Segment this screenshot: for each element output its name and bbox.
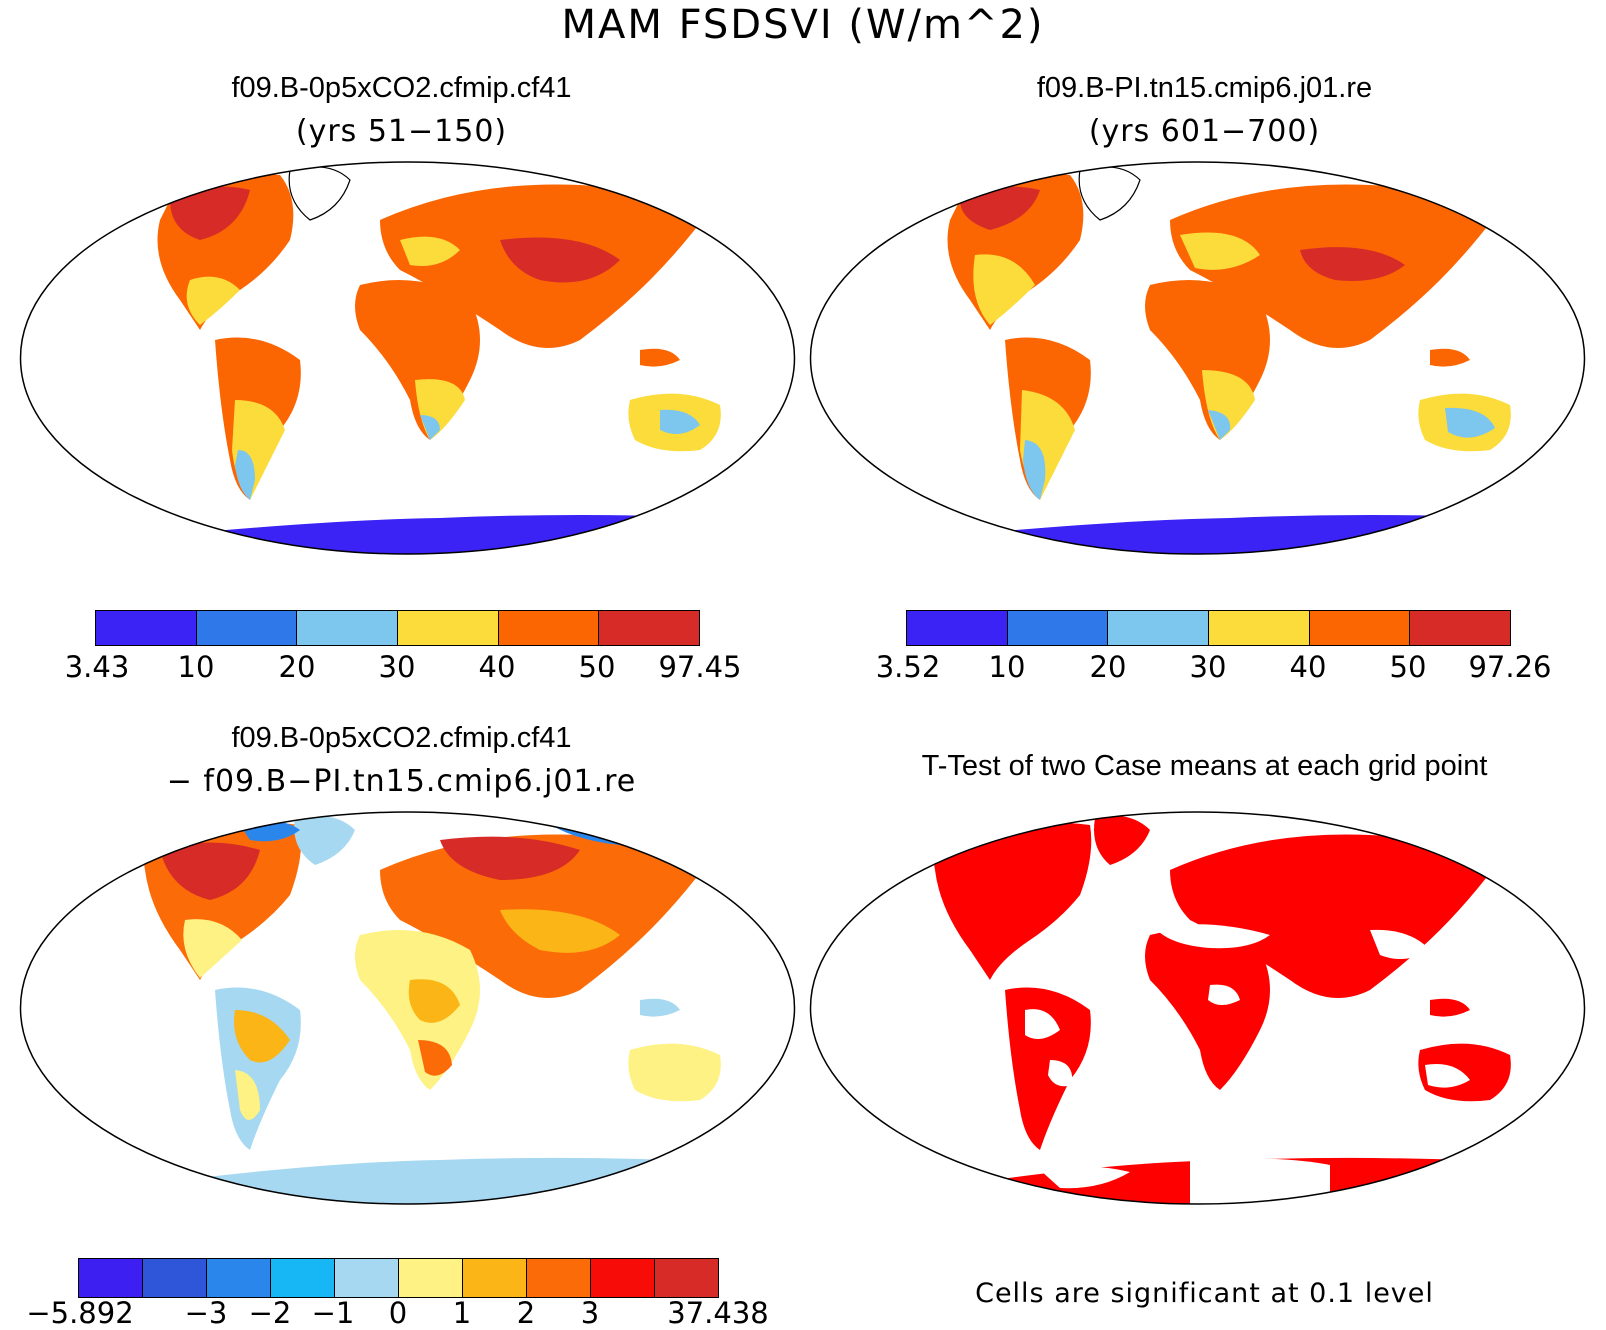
colorbar-label: 30 [378,650,416,684]
panel-subtitle-bottom-left: − f09.B−PI.tn15.cmip6.j01.re [166,764,637,799]
map-top-right [809,161,1586,555]
colorbar-label: 37.438 [667,1296,769,1330]
colorbar-bottom-left [78,1258,719,1298]
australia-region [628,1043,721,1102]
colorbar-top-right [906,610,1511,646]
colorbar-label: 40 [478,650,516,684]
colorbar-swatch [599,611,700,645]
colorbar-label: 10 [177,650,215,684]
colorbar-swatch [79,1259,143,1297]
colorbar-label: 30 [1189,650,1227,684]
map-bottom-right [809,811,1586,1205]
colorbar-swatch [398,611,499,645]
north-america-region [930,822,1092,980]
colorbar-label: 50 [578,650,616,684]
eurasia-region [1170,834,1500,998]
panel-title-top-right: f09.B-PI.tn15.cmip6.j01.re [1036,72,1373,104]
colorbar-label: −1 [311,1296,355,1330]
colorbar-swatch [1108,611,1210,645]
colorbar-label: −3 [184,1296,228,1330]
panel-subtitle-top-right: (yrs 601−700) [1088,114,1321,149]
panel-title-bottom-right: T-Test of two Case means at each grid po… [921,750,1488,782]
colorbar-label: 20 [278,650,316,684]
colorbar-swatch [271,1259,335,1297]
colorbar-label: 0 [388,1296,408,1330]
colorbar-label: 40 [1289,650,1327,684]
map-top-left [19,161,796,555]
colorbar-swatch [207,1259,271,1297]
colorbar-label: −2 [248,1296,292,1330]
colorbar-swatch [399,1259,463,1297]
significance-note: Cells are significant at 0.1 level [975,1278,1434,1309]
colorbar-label: 50 [1389,650,1427,684]
panel-subtitle-top-left: (yrs 51−150) [295,114,508,149]
colorbar-labels-bottom-left: −5.892 −3 −2 −1 0 1 2 3 37.438 [0,1296,803,1330]
colorbar-swatch [1007,611,1109,645]
colorbar-label: 1 [452,1296,472,1330]
colorbar-swatch [1410,611,1511,645]
colorbar-label: 3 [580,1296,600,1330]
colorbar-swatch [907,611,1008,645]
colorbar-swatch [591,1259,655,1297]
colorbar-swatch [96,611,197,645]
greenland-region [1094,815,1150,865]
colorbar-label: 3.43 [64,650,130,684]
colorbar-labels-top-left: 3.43 10 20 30 40 50 97.45 [0,650,803,690]
colorbar-label: 97.45 [658,650,742,684]
colorbar-top-left [95,610,700,646]
colorbar-swatch [1209,611,1310,645]
colorbar-swatch [655,1259,718,1297]
colorbar-swatch [143,1259,207,1297]
colorbar-label: 3.52 [875,650,941,684]
colorbar-swatch [196,611,298,645]
colorbar-swatch [498,611,600,645]
colorbar-label: 2 [516,1296,536,1330]
colorbar-labels-top-right: 3.52 10 20 30 40 50 97.26 [0,650,1606,690]
colorbar-swatch [297,611,399,645]
colorbar-label: 20 [1089,650,1127,684]
greenland-region [294,815,355,865]
figure-title: MAM FSDSVI (W/m^2) [561,2,1045,48]
colorbar-swatch [335,1259,399,1297]
colorbar-label: 97.26 [1468,650,1552,684]
colorbar-swatch [527,1259,591,1297]
colorbar-label: 10 [988,650,1026,684]
panel-title-top-left: f09.B-0p5xCO2.cfmip.cf41 [231,72,572,104]
colorbar-swatch [1309,611,1411,645]
africa-region [1145,930,1270,1090]
map-bottom-left [19,811,796,1205]
colorbar-label: −5.892 [26,1296,134,1330]
colorbar-swatch [463,1259,527,1297]
panel-title-bottom-left: f09.B-0p5xCO2.cfmip.cf41 [231,722,572,754]
